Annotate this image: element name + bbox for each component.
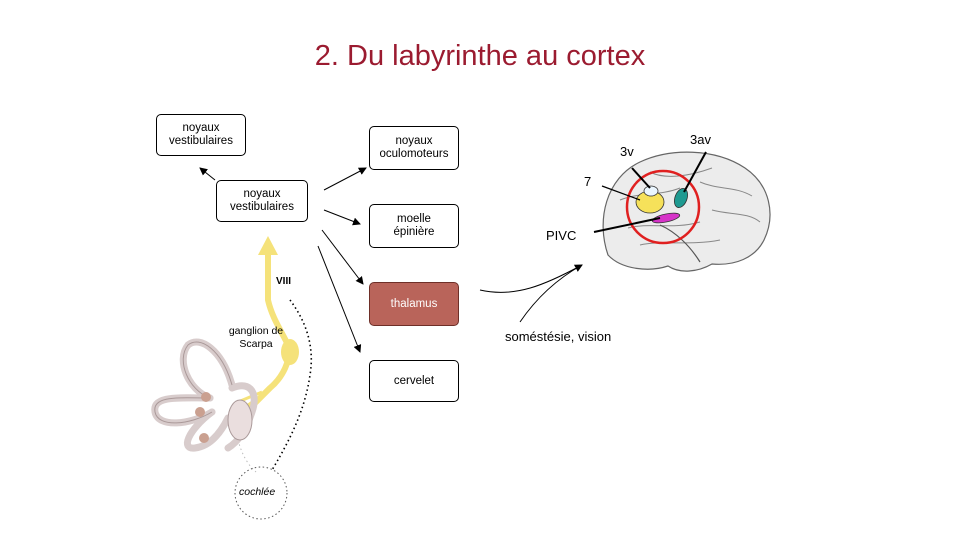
area-3v-region [643,185,659,197]
label-area-7: 7 [584,174,592,189]
leader-3av [683,151,707,193]
box-noyaux-vestibulaires: noyaux vestibulaires [216,180,308,222]
labyrinth-outline [154,341,233,424]
box-moelle-epiniere: moelle épinière [369,204,459,248]
label-ganglion-de-scarpa: ganglion de Scarpa [228,325,284,350]
box-cervelet: cervelet [369,360,459,402]
label-cochlee: cochlée [239,486,276,498]
arrow-somesthesie-to-cortex [519,264,583,323]
arrow-to-oculomoteurs [323,167,367,191]
cochlear-faint-path [237,439,257,473]
leader-pivc [593,217,661,233]
box-noyaux-vestibulaires-top: noyaux vestibulaires [156,114,246,156]
ampulla-3 [199,433,209,443]
leader-3v [631,167,651,189]
label-somesthesie-vision: soméstésie, vision [505,329,612,344]
page-title: 2. Du labyrinthe au cortex [314,40,646,72]
label-area-3av: 3av [690,132,711,147]
arrow-to-cervelet [317,245,362,353]
area-3av-region [674,187,688,209]
label-viii: VIII [276,276,292,287]
cochlear-dotted-path [271,299,313,471]
ampulla-1 [201,392,211,402]
highlight-circle [625,169,701,245]
arrow-to-thalamus [321,229,364,285]
label-area-3v: 3v [620,144,634,159]
arrow-thalamus-to-cortex [479,264,583,293]
leader-7 [601,185,641,201]
label-pivc: PIVC [546,228,577,243]
vestibule [227,399,253,441]
area-pivc-region [651,212,681,224]
arrow-to-moelle [323,209,361,226]
nerve-arrowhead [258,236,278,255]
ampulla-2 [195,407,205,417]
box-thalamus: thalamus [369,282,459,326]
arrow-to-vest-top [199,167,216,181]
box-noyaux-oculomoteurs: noyaux oculomoteurs [369,126,459,170]
cochlee-circle [234,466,288,520]
scarpa-ganglion [281,339,299,365]
